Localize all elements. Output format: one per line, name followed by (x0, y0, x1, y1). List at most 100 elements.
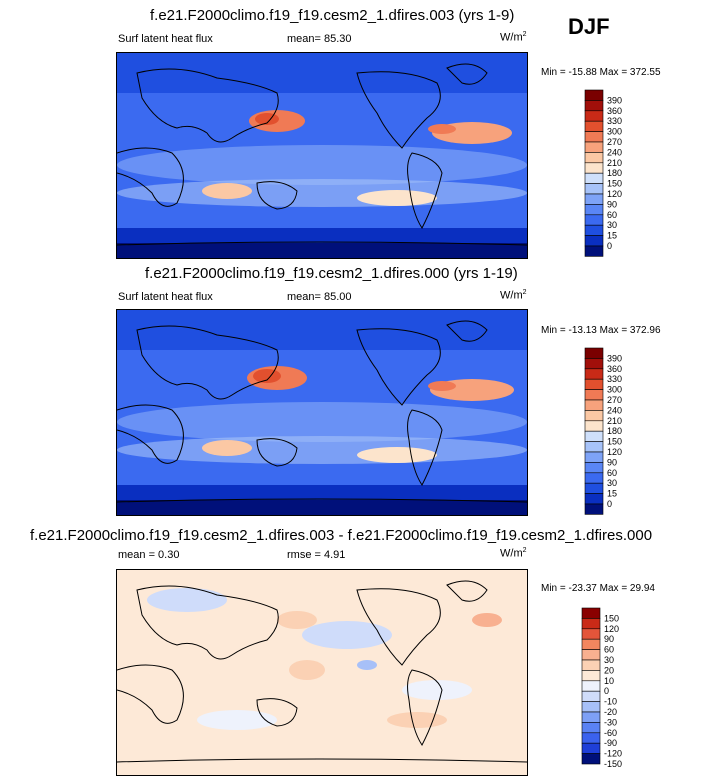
colorbar-tick-label: -120 (604, 749, 622, 759)
colorbar-tick-label: 60 (604, 645, 614, 655)
colorbar-swatch (581, 711, 601, 723)
colorbar-swatch (584, 131, 604, 143)
map-polar-band-north (117, 53, 527, 93)
colorbar-swatch (584, 358, 604, 370)
panel-2-mean-label: mean= 85.00 (287, 291, 352, 303)
colorbar-swatch (584, 493, 604, 505)
colorbar-tick-label: 210 (607, 158, 622, 168)
colorbar-swatch (584, 430, 604, 442)
map-positive-patch (277, 611, 317, 629)
panel-1-map (116, 52, 528, 259)
map-antarctic (117, 243, 527, 258)
colorbar-swatch (584, 120, 604, 132)
map-subtropics-south (117, 436, 527, 464)
colorbar-swatch (584, 235, 604, 247)
colorbar-swatch (584, 224, 604, 236)
map-indian-ocean-max (202, 440, 252, 456)
colorbar-tick-label: 30 (604, 655, 614, 665)
colorbar-tick-label: 360 (607, 364, 622, 374)
colorbar-tick-label: 120 (604, 624, 619, 634)
panel-3-minmax: Min = -23.37 Max = 29.94 (541, 583, 655, 594)
colorbar-swatch (584, 162, 604, 174)
map-positive-patch (472, 613, 502, 627)
colorbar-swatches (584, 89, 604, 257)
panel-2-units: W/m2 (500, 289, 527, 302)
colorbar-swatch (581, 659, 601, 671)
map-coastlines (117, 320, 527, 503)
colorbar-tick-label: 90 (607, 199, 617, 209)
panel-3-map (116, 569, 528, 776)
colorbar-tick-label: 15 (607, 489, 617, 499)
map-indian-ocean-max (202, 183, 252, 199)
colorbar-swatch (584, 183, 604, 195)
colorbar-tick-label: 240 (607, 147, 622, 157)
panel-1-minmax: Min = -15.88 Max = 372.55 (541, 67, 661, 78)
colorbar-tick-label: -60 (604, 728, 617, 738)
map-polar-band-north (117, 310, 527, 350)
colorbar-tick-label: 330 (607, 116, 622, 126)
panel-3-units: W/m2 (500, 547, 527, 560)
colorbar-tick-label: 30 (607, 478, 617, 488)
colorbar-swatch (584, 451, 604, 463)
panel-3-mean-label: mean = 0.30 (118, 549, 180, 561)
colorbar-tick-label: 150 (607, 179, 622, 189)
colorbar-tick-label: 270 (607, 137, 622, 147)
colorbar-tick-label: -150 (604, 759, 622, 769)
panel-3-colorbar: 150 120 90 60 30 20 10 0 -10 -20 -30 -60 -90 -120 -150 (581, 607, 642, 778)
colorbar-tick-label: -20 (604, 707, 617, 717)
colorbar-tick-label: -90 (604, 738, 617, 748)
map-positive-patch (289, 660, 325, 680)
colorbar-swatch (584, 89, 604, 101)
map-gulfstream-core (428, 124, 456, 134)
map-positive-patch (387, 712, 447, 728)
colorbar-swatch (584, 441, 604, 453)
colorbar-tick-label: 120 (607, 447, 622, 457)
map-south-pacific-max (357, 447, 437, 463)
colorbar-swatch (584, 152, 604, 164)
colorbar-swatch (581, 690, 601, 702)
colorbar-tick-label: 30 (607, 220, 617, 230)
colorbar-tick-label: 330 (607, 374, 622, 384)
colorbar-tick-label: 150 (607, 437, 622, 447)
colorbar-tick-label: 0 (604, 686, 609, 696)
map-tropics-band (117, 402, 527, 442)
colorbar-tick-label: 15 (607, 231, 617, 241)
season-label: DJF (568, 14, 610, 39)
colorbar-swatch (584, 378, 604, 390)
colorbar-tick-label: 210 (607, 416, 622, 426)
colorbar-swatch (581, 732, 601, 744)
colorbar-swatch (584, 462, 604, 474)
colorbar-tick-label: 270 (607, 395, 622, 405)
colorbar-swatch (584, 172, 604, 184)
panel-1-colorbar: 390 360 330 300 270 240 210 180 150 120 90 60 30 15 0 (584, 89, 645, 260)
colorbar-swatch (584, 410, 604, 422)
panel-2-colorbar: 390 360 330 300 270 240 210 180 150 120 90 60 30 15 0 (584, 347, 645, 518)
panel-1-units: W/m2 (500, 31, 527, 44)
colorbar-tick-label: 60 (607, 210, 617, 220)
colorbar-swatch (581, 722, 601, 734)
panel-2-map (116, 309, 528, 516)
map-south-pacific-max (357, 190, 437, 206)
map-subtropics-south (117, 179, 527, 207)
colorbar-swatch (584, 141, 604, 153)
colorbar-swatch (584, 368, 604, 380)
map-negative-patch (402, 680, 472, 700)
colorbar-swatch (581, 628, 601, 640)
colorbar-swatch (581, 680, 601, 692)
colorbar-swatch (584, 389, 604, 401)
panel-1-mean-label: mean= 85.30 (287, 33, 352, 45)
colorbar-swatches (584, 347, 604, 515)
colorbar-tick-label: 120 (607, 189, 622, 199)
map-negative-patch (147, 588, 227, 612)
map-coastlines (117, 63, 527, 246)
colorbar-tick-label: -30 (604, 717, 617, 727)
panel-2-variable-label: Surf latent heat flux (118, 291, 213, 303)
colorbar-tick-label: 180 (607, 168, 622, 178)
colorbar-swatch (581, 742, 601, 754)
colorbar-swatch (584, 399, 604, 411)
colorbar-swatch (581, 701, 601, 713)
colorbar-swatch (584, 214, 604, 226)
colorbar-tick-label: 10 (604, 676, 614, 686)
colorbar-tick-label: 90 (604, 634, 614, 644)
colorbar-swatch (581, 607, 601, 619)
